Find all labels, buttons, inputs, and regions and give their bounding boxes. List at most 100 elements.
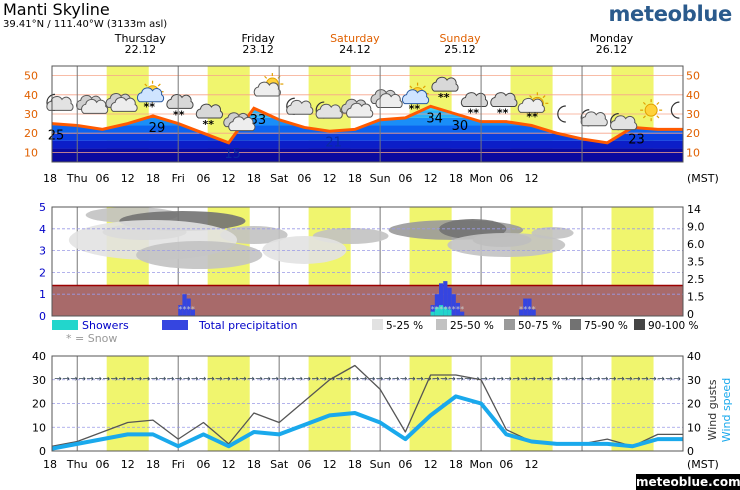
- time-axis-label: 06: [196, 172, 210, 185]
- wind-direction-arrow: →: [392, 374, 400, 384]
- overcast-icon: [76, 95, 109, 114]
- snow-night-icon: [195, 103, 223, 119]
- wind-direction-arrow: →: [673, 374, 681, 384]
- time-axis-label: 12: [222, 172, 236, 185]
- time-axis-label: Sat: [270, 458, 289, 471]
- wind-direction-arrow: →: [400, 374, 408, 384]
- time-axis-label: Thu: [66, 172, 88, 185]
- wind-direction-arrow: →: [183, 374, 191, 384]
- temperature-band: [52, 148, 683, 162]
- cloud-legend-label: 50-75 %: [518, 320, 562, 332]
- precip-tick-left: 1: [39, 288, 46, 301]
- time-axis-label: Thu: [66, 458, 88, 471]
- time-axis-label: 18: [247, 458, 261, 471]
- wind-direction-arrow: →: [432, 374, 440, 384]
- snow-night-icon: [166, 94, 194, 109]
- wind-direction-arrow: →: [609, 374, 617, 384]
- temp-tick-left: 10: [24, 146, 38, 159]
- wind-tick-right: 40: [687, 350, 701, 363]
- time-axis-label: 18: [449, 458, 463, 471]
- time-axis-label: 12: [222, 458, 236, 471]
- wind-direction-arrow: →: [360, 374, 368, 384]
- precip-bar: [182, 294, 187, 316]
- altitude-tick: 0: [687, 308, 694, 321]
- precip-bar: [186, 298, 191, 316]
- low-cloud-band: [52, 285, 683, 316]
- showers-legend-swatch: [52, 320, 78, 330]
- footer-brand-badge[interactable]: meteoblue.com: [636, 474, 740, 490]
- cloud-cover-patch: [447, 233, 566, 257]
- day-name: Monday: [590, 32, 634, 45]
- wind-direction-arrow: →: [625, 374, 633, 384]
- location-title: Manti Skyline: [3, 0, 110, 19]
- time-axis-label: 12: [323, 458, 337, 471]
- wind-direction-arrow: →: [263, 374, 271, 384]
- wind-direction-arrow: →: [368, 374, 376, 384]
- moon-icon: [670, 101, 680, 119]
- showers-legend-label: Showers: [82, 319, 129, 332]
- wind-direction-arrow: →: [175, 374, 183, 384]
- temp-tick-right: 40: [686, 89, 700, 102]
- time-axis-label: Fri: [172, 458, 185, 471]
- temp-tick-right: 50: [686, 70, 700, 83]
- time-axis-label: 12: [525, 172, 539, 185]
- snow-sun-icon: [517, 92, 549, 115]
- time-axis-label: 18: [146, 458, 160, 471]
- moon-icon: [557, 105, 566, 123]
- precip-tick-left: 4: [39, 223, 46, 236]
- snow-marker: *: [183, 305, 187, 314]
- wind-direction-arrow: →: [119, 374, 127, 384]
- time-axis-label: 18: [146, 172, 160, 185]
- wind-tick-right: 0: [687, 445, 694, 458]
- cloudy-night-icon: [315, 101, 343, 119]
- altitude-tick: 3.5: [687, 256, 705, 269]
- wind-tick-left: 40: [32, 350, 46, 363]
- time-axis-label: 18: [43, 172, 57, 185]
- wind-direction-arrow: →: [247, 374, 255, 384]
- precip-bar: [531, 309, 536, 316]
- wind-direction-arrow: →: [102, 374, 110, 384]
- time-axis-label: 06: [196, 458, 210, 471]
- brand-logo[interactable]: meteoblue: [608, 2, 732, 26]
- wind-tick-right: 30: [687, 374, 701, 387]
- time-axis-label: 06: [398, 172, 412, 185]
- temp-tick-left: 20: [24, 127, 38, 140]
- wind-direction-arrow: →: [408, 374, 416, 384]
- wind-direction-arrow: →: [553, 374, 561, 384]
- day-date: 23.12: [242, 43, 274, 56]
- svg-text:**: **: [467, 106, 479, 119]
- panel-frame: [51, 65, 684, 163]
- wind-direction-arrow: →: [239, 374, 247, 384]
- cloudy-night-icon: [580, 109, 608, 127]
- wind-direction-arrow: →: [135, 374, 143, 384]
- snow-marker: *: [435, 305, 439, 314]
- shower-bar: [439, 305, 444, 316]
- svg-text:**: **: [173, 108, 185, 121]
- snow-marker: *: [448, 305, 452, 314]
- cloudy-night-icon: [286, 97, 314, 115]
- cloud-legend-label: 25-50 %: [450, 320, 494, 332]
- wind-direction-arrow: →: [440, 374, 448, 384]
- cloud-legend-swatch: [436, 319, 447, 330]
- time-axis-label: Sun: [370, 458, 391, 471]
- wind-direction-arrow: →: [657, 374, 665, 384]
- wind-tick-left: 10: [32, 421, 46, 434]
- temperature-data-label: 21: [325, 135, 342, 150]
- snow-marker: *: [439, 305, 443, 314]
- cloud-legend-label: 75-90 %: [584, 320, 628, 332]
- wind-direction-arrow: →: [110, 374, 118, 384]
- precip-bar: [523, 298, 528, 316]
- wind-direction-arrow: →: [569, 374, 577, 384]
- cloud-legend-swatch: [372, 319, 383, 330]
- wind-direction-arrow: →: [496, 374, 504, 384]
- time-axis-label: 18: [247, 172, 261, 185]
- wind-direction-arrow: →: [617, 374, 625, 384]
- temperature-band: [52, 133, 683, 141]
- time-axis-label: 12: [121, 458, 135, 471]
- day-name: Saturday: [330, 32, 380, 45]
- wind-direction-arrow: →: [207, 374, 215, 384]
- location-coordinates: 39.41°N / 111.40°W (3133m asl): [3, 19, 168, 30]
- wind-direction-arrow: →: [255, 374, 263, 384]
- wind-direction-arrow: →: [593, 374, 601, 384]
